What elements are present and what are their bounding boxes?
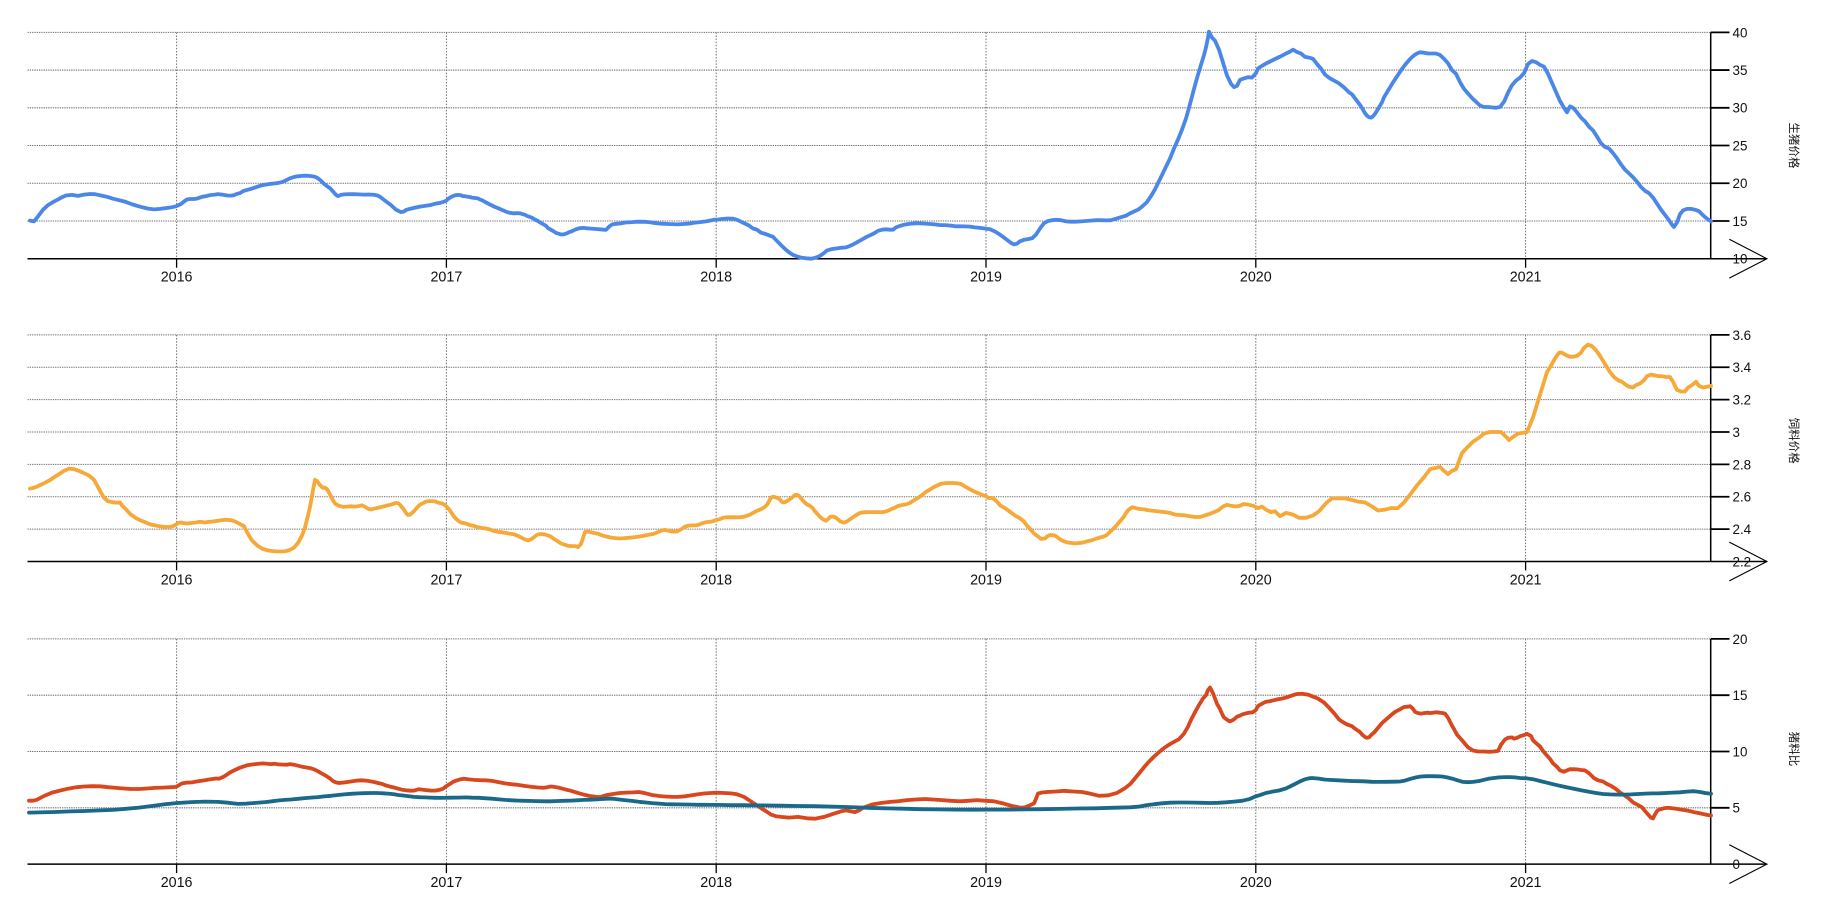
svg-text:猪料比: 猪料比 [1787, 732, 1801, 767]
svg-text:2021: 2021 [1510, 875, 1542, 891]
svg-text:15: 15 [1733, 688, 1748, 703]
svg-text:5: 5 [1733, 801, 1740, 816]
svg-text:40: 40 [1733, 25, 1748, 40]
svg-text:15: 15 [1733, 214, 1748, 229]
svg-text:3.6: 3.6 [1733, 328, 1752, 343]
svg-text:2016: 2016 [161, 270, 193, 286]
svg-text:2016: 2016 [161, 875, 193, 891]
svg-text:2021: 2021 [1510, 572, 1542, 588]
svg-text:2.8: 2.8 [1733, 457, 1752, 472]
svg-text:2019: 2019 [970, 270, 1002, 286]
svg-text:10: 10 [1733, 744, 1748, 759]
svg-text:2017: 2017 [430, 875, 462, 891]
svg-text:2018: 2018 [700, 270, 732, 286]
svg-text:2021: 2021 [1510, 270, 1542, 286]
svg-text:30: 30 [1733, 101, 1748, 116]
svg-text:20: 20 [1733, 176, 1748, 191]
svg-text:3.4: 3.4 [1733, 360, 1752, 375]
svg-text:2020: 2020 [1240, 875, 1272, 891]
svg-text:35: 35 [1733, 63, 1748, 78]
svg-text:2018: 2018 [700, 875, 732, 891]
svg-text:2019: 2019 [970, 875, 1002, 891]
svg-text:2017: 2017 [430, 572, 462, 588]
svg-text:2020: 2020 [1240, 572, 1272, 588]
svg-text:20: 20 [1733, 632, 1748, 647]
svg-text:生猪价格: 生猪价格 [1787, 123, 1801, 169]
svg-text:3.2: 3.2 [1733, 393, 1752, 408]
svg-text:2016: 2016 [161, 572, 193, 588]
svg-text:2020: 2020 [1240, 270, 1272, 286]
svg-text:2.6: 2.6 [1733, 490, 1752, 505]
svg-text:10: 10 [1733, 252, 1748, 267]
svg-text:2018: 2018 [700, 572, 732, 588]
svg-text:0: 0 [1733, 857, 1740, 872]
svg-text:2017: 2017 [430, 270, 462, 286]
svg-text:饲料价格: 饲料价格 [1787, 418, 1801, 464]
svg-text:2019: 2019 [970, 572, 1002, 588]
svg-text:2.2: 2.2 [1733, 554, 1752, 569]
svg-text:2.4: 2.4 [1733, 522, 1752, 537]
svg-text:3: 3 [1733, 425, 1740, 440]
svg-text:25: 25 [1733, 138, 1748, 153]
